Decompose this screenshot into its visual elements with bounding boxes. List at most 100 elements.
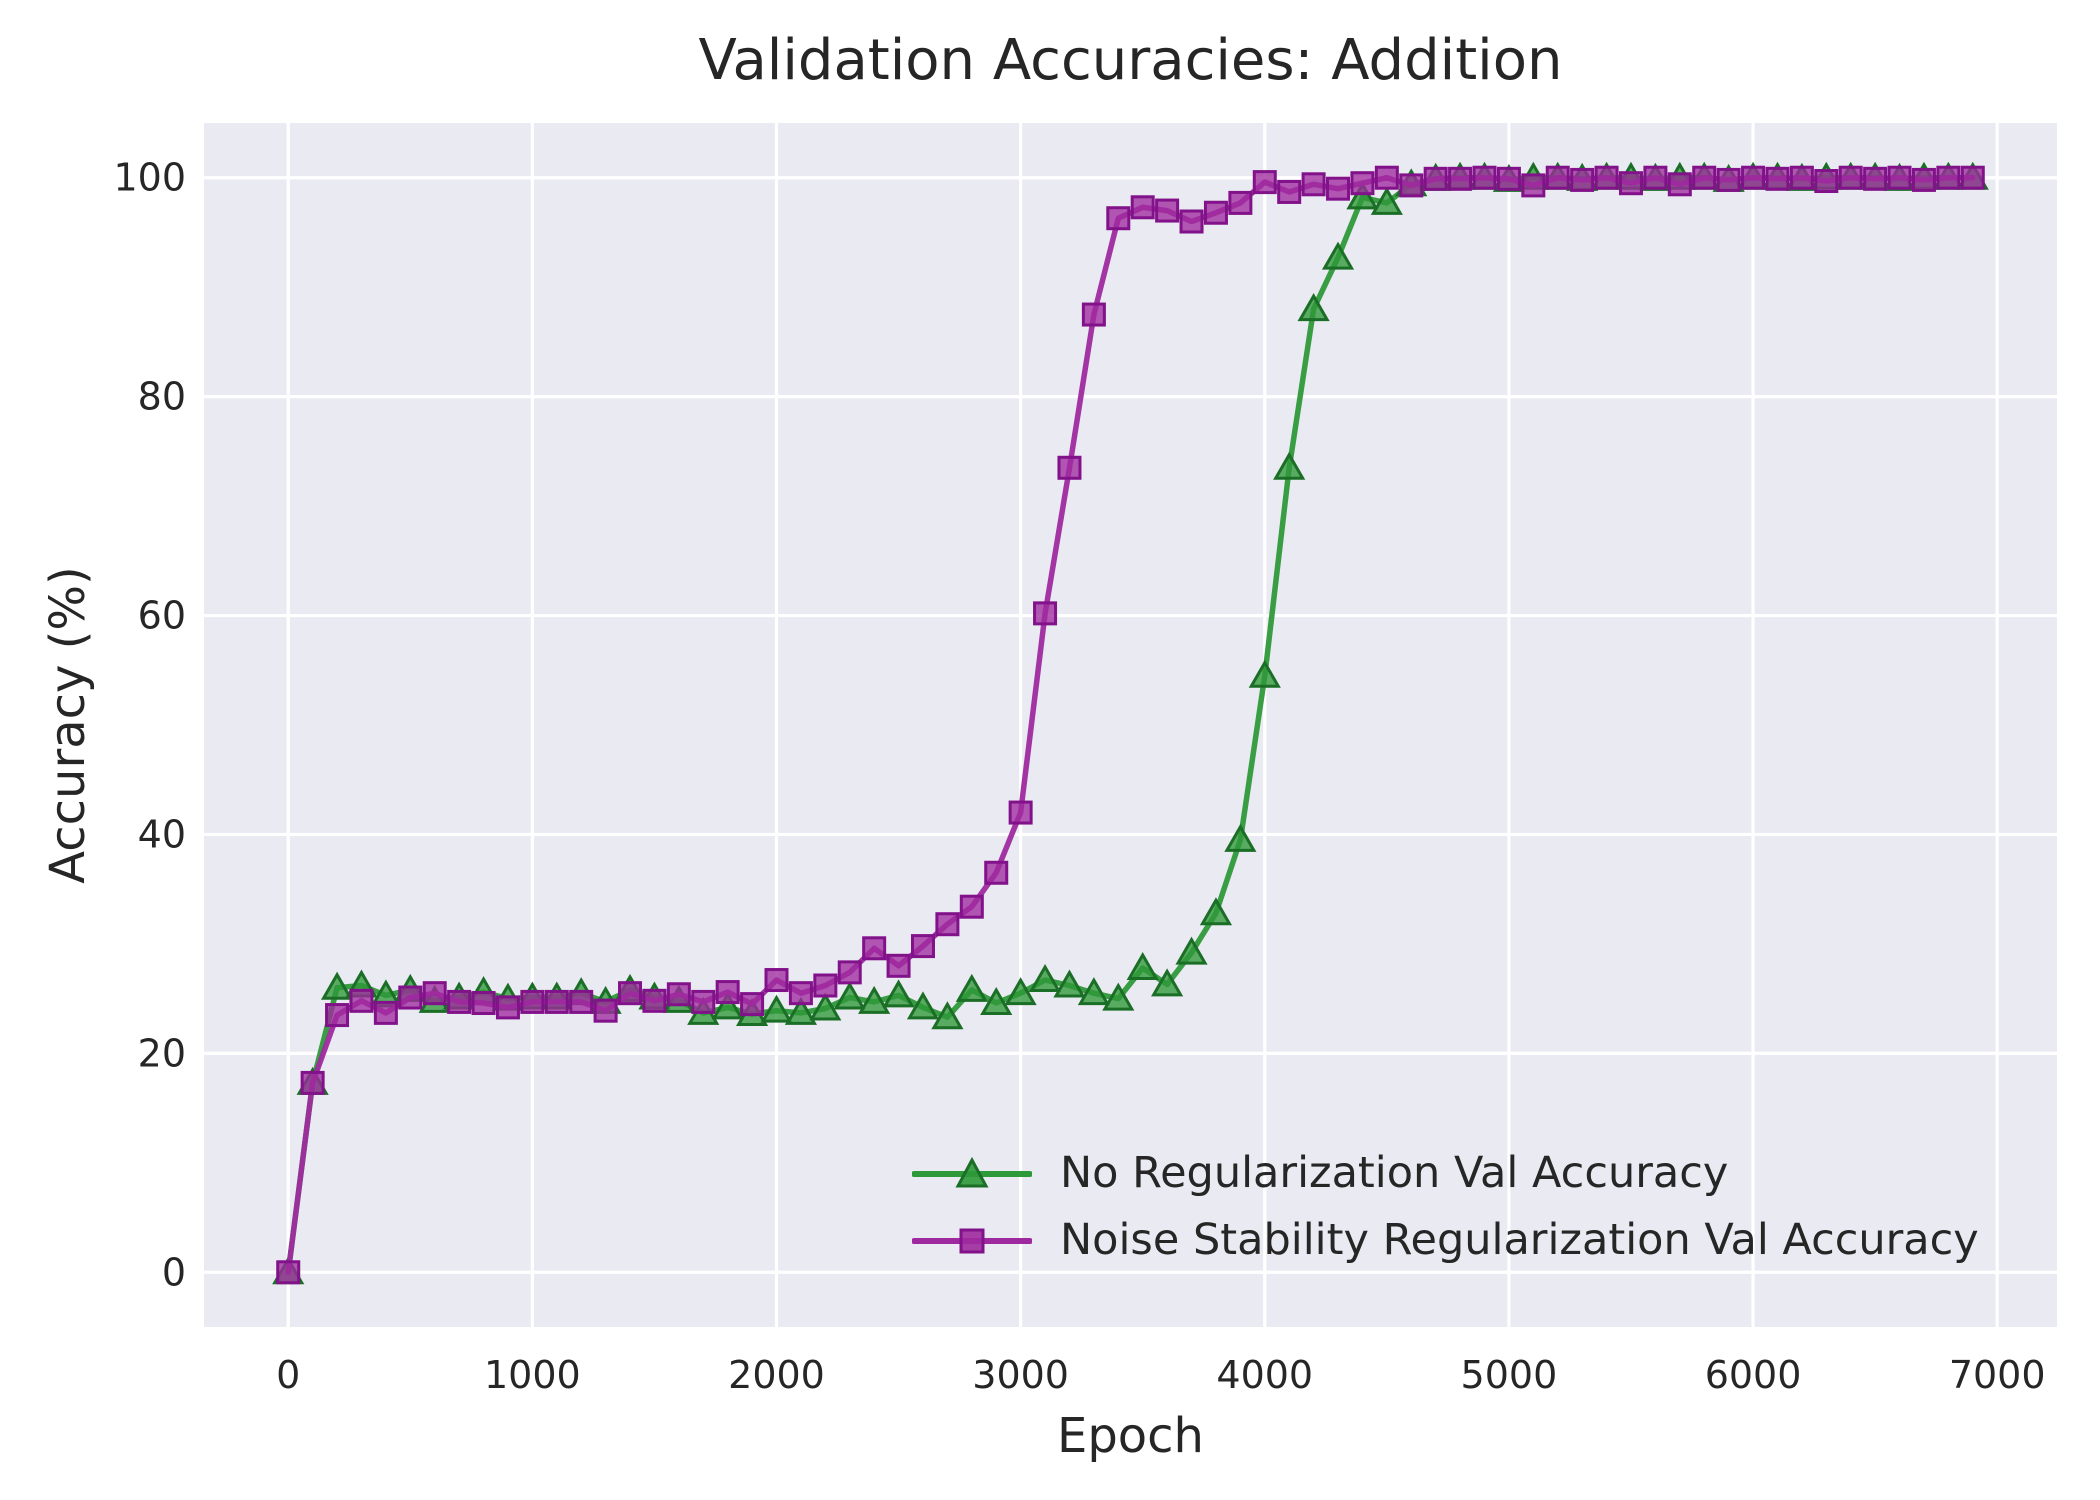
square-marker xyxy=(764,968,789,993)
triangle-marker xyxy=(784,996,818,1025)
square-marker xyxy=(691,989,716,1014)
square-marker xyxy=(862,936,887,961)
square-marker xyxy=(447,989,472,1014)
square-marker xyxy=(837,960,862,985)
x-tick-label: 5000 xyxy=(1461,1353,1558,1397)
square-marker xyxy=(544,989,569,1014)
square-marker xyxy=(1423,166,1448,191)
square-marker xyxy=(1155,198,1180,223)
square-marker xyxy=(1838,165,1863,190)
square-marker xyxy=(1179,209,1204,234)
square-marker xyxy=(1936,165,1961,190)
square-marker xyxy=(593,998,618,1023)
triangle-marker xyxy=(931,1001,964,1030)
triangle-marker xyxy=(1273,451,1306,480)
triangle-marker xyxy=(1370,186,1403,215)
square-marker xyxy=(569,989,594,1014)
square-marker xyxy=(1472,165,1497,190)
square-marker xyxy=(1814,169,1839,194)
square-marker xyxy=(349,988,374,1013)
square-marker xyxy=(495,995,520,1020)
square-marker xyxy=(1228,190,1253,215)
square-marker xyxy=(1521,173,1546,198)
triangle-marker xyxy=(1077,977,1110,1006)
square-marker xyxy=(1863,166,1888,191)
triangle-marker xyxy=(882,979,915,1008)
square-marker xyxy=(1057,455,1082,480)
square-marker xyxy=(910,934,935,959)
triangle-marker xyxy=(1004,977,1037,1006)
y-tick-label: 20 xyxy=(138,1031,186,1075)
x-tick-label: 7000 xyxy=(1949,1353,2046,1397)
triangle-marker xyxy=(1053,969,1086,998)
series-line xyxy=(285,174,1976,1276)
y-tick-label: 80 xyxy=(138,375,186,419)
triangle-marker xyxy=(1321,241,1355,270)
y-tick-label: 60 xyxy=(138,594,186,638)
triangle-marker xyxy=(833,981,866,1010)
triangle-marker xyxy=(1126,951,1159,980)
square-marker xyxy=(1301,172,1326,197)
plot-area xyxy=(204,123,2057,1327)
triangle-marker xyxy=(1028,964,1062,993)
square-marker xyxy=(471,991,496,1016)
x-tick-label: 3000 xyxy=(972,1353,1069,1397)
triangle-marker xyxy=(320,971,354,1000)
square-marker xyxy=(1741,165,1766,190)
square-marker xyxy=(398,985,423,1010)
square-marker xyxy=(1496,166,1521,191)
square-marker xyxy=(886,953,911,978)
square-marker xyxy=(813,973,838,998)
line-triangle-marker-icon xyxy=(912,1156,1032,1187)
square-marker xyxy=(276,1260,301,1285)
square-marker xyxy=(1008,800,1033,825)
square-marker xyxy=(715,980,740,1005)
square-marker xyxy=(666,982,691,1007)
square-marker xyxy=(300,1070,325,1095)
square-marker xyxy=(1960,165,1985,190)
triangle-marker xyxy=(1346,181,1379,210)
square-marker xyxy=(1203,200,1228,225)
y-tick-label: 0 xyxy=(162,1250,186,1294)
square-marker xyxy=(1643,165,1668,190)
y-axis-label: Accuracy (%) xyxy=(40,566,96,884)
square-marker xyxy=(740,992,765,1017)
triangle-marker xyxy=(1199,897,1233,926)
square-marker xyxy=(1399,173,1424,198)
legend: No Regularization Val Accuracy Noise Sta… xyxy=(912,1152,1979,1262)
square-marker xyxy=(788,981,813,1006)
square-marker xyxy=(1667,172,1692,197)
series-line xyxy=(285,174,1976,1276)
x-axis-label: Epoch xyxy=(1057,1408,1204,1464)
square-marker xyxy=(1618,171,1643,196)
triangle-marker xyxy=(858,985,891,1014)
triangle-marker xyxy=(711,991,744,1020)
square-marker xyxy=(1326,176,1351,201)
triangle-marker xyxy=(1151,968,1184,997)
legend-label: No Regularization Val Accuracy xyxy=(1060,1148,1729,1198)
square-marker xyxy=(1887,165,1912,190)
y-tick-label: 100 xyxy=(113,156,186,200)
legend-label: Noise Stability Regularization Val Accur… xyxy=(1060,1215,1979,1265)
square-marker xyxy=(1911,167,1936,192)
square-marker xyxy=(1106,206,1131,231)
square-marker xyxy=(1033,601,1058,626)
tick-labels: 0 1000 2000 3000 4000 5000 6000 7000 0 20 40 60 80 10… xyxy=(113,156,2045,1397)
square-marker xyxy=(325,1003,350,1028)
triangle-marker xyxy=(980,987,1013,1016)
square-marker xyxy=(1081,302,1106,327)
square-marker xyxy=(984,860,1009,885)
triangle-marker xyxy=(1175,936,1208,965)
square-marker xyxy=(1594,165,1619,190)
triangle-marker xyxy=(955,973,988,1002)
square-marker xyxy=(1252,170,1277,195)
square-marker xyxy=(373,1000,398,1025)
triangle-marker xyxy=(906,991,940,1020)
y-tick-label: 40 xyxy=(138,812,186,856)
square-marker xyxy=(422,981,447,1006)
triangle-marker xyxy=(1224,823,1257,852)
square-marker xyxy=(1765,166,1790,191)
legend-item-no-regularization: No Regularization Val Accuracy xyxy=(912,1152,1979,1195)
square-marker xyxy=(1545,165,1570,190)
legend-item-noise-stability: Noise Stability Regularization Val Accur… xyxy=(912,1219,1979,1262)
